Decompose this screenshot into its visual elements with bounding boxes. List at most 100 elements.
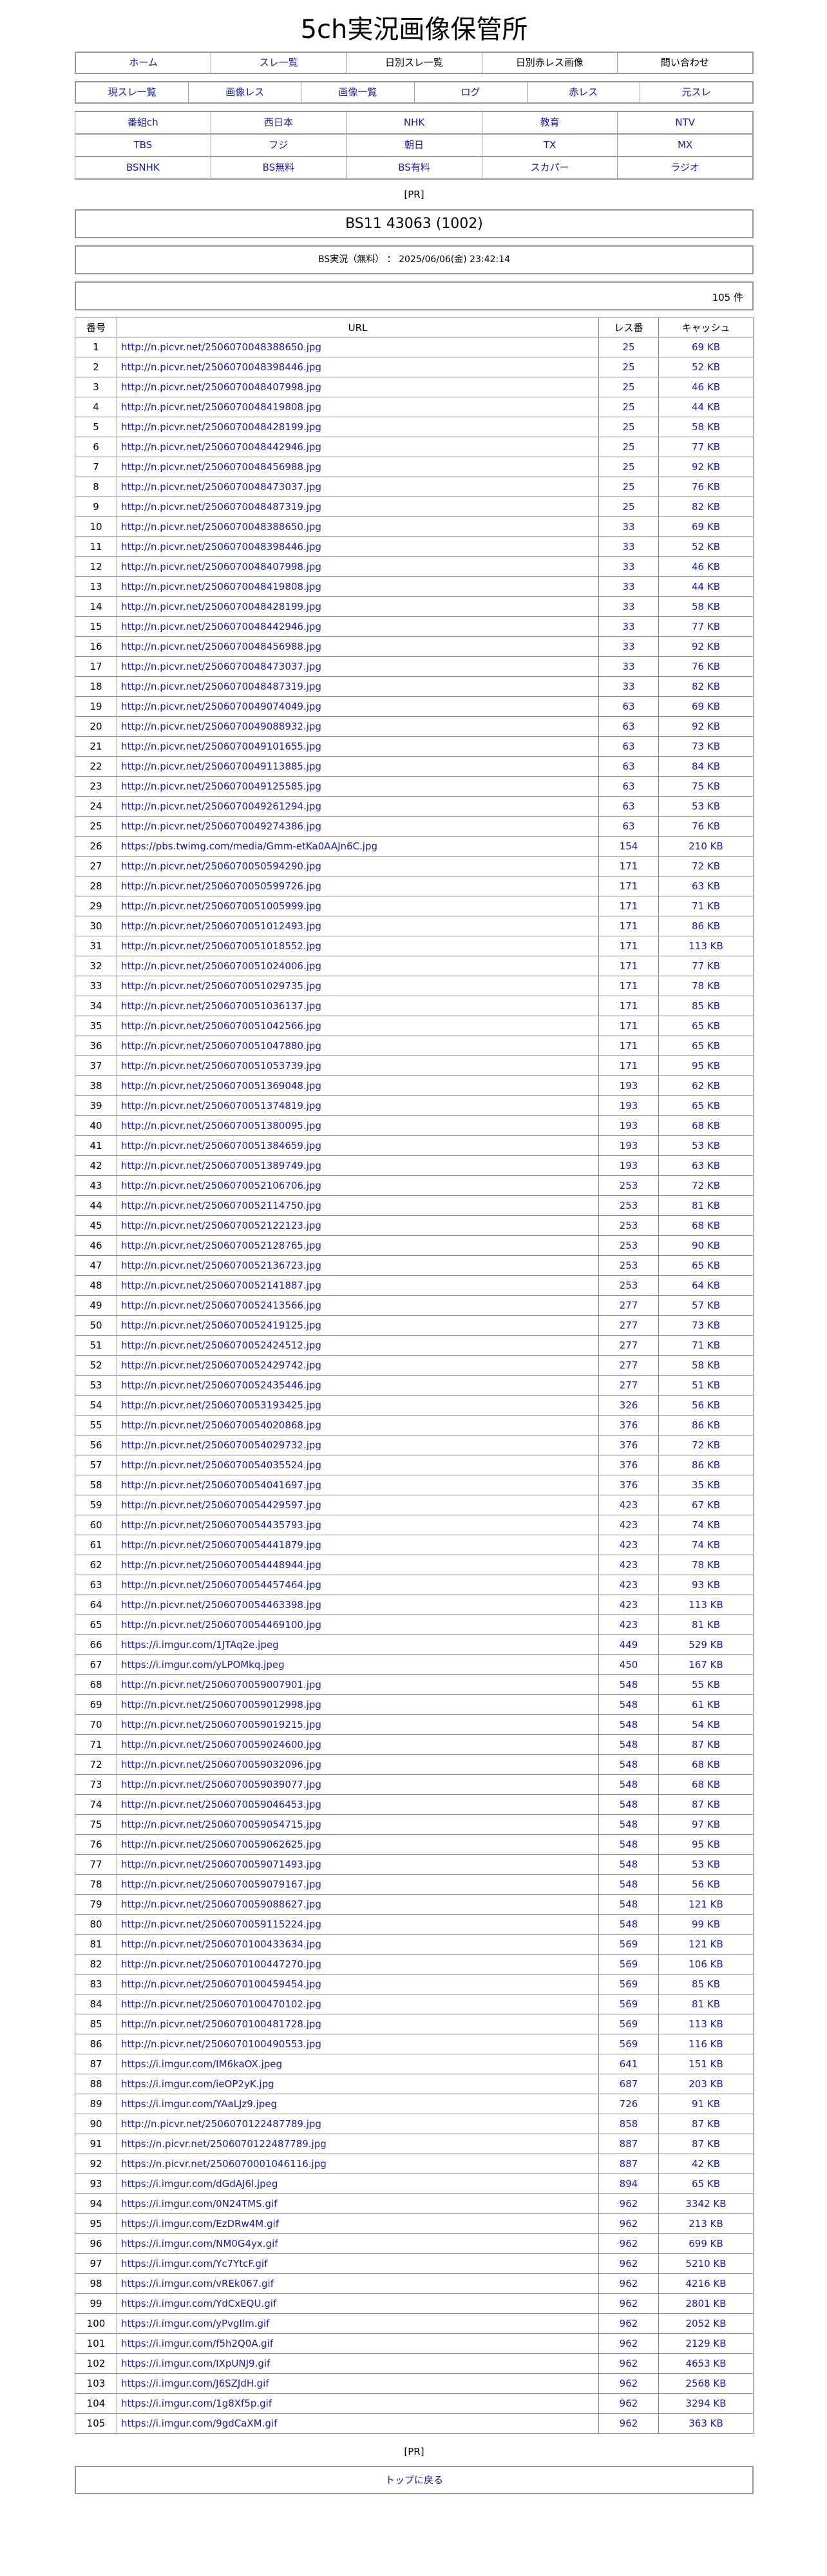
image-url-link[interactable]: http://n.picvr.net/2506070054463398.jpg <box>121 1599 321 1611</box>
res-number-link[interactable]: 25 <box>622 441 635 453</box>
image-url-link[interactable]: https://i.imgur.com/Yc7YtcF.gif <box>121 2258 268 2269</box>
cache-link[interactable]: 69 KB <box>692 521 720 533</box>
image-url-link[interactable]: https://i.imgur.com/YdCxEQU.gif <box>121 2298 277 2309</box>
cache-link[interactable]: 3342 KB <box>685 2198 727 2210</box>
image-url-link[interactable]: http://n.picvr.net/2506070048442946.jpg <box>121 441 321 453</box>
channel-link[interactable]: BSNHK <box>126 162 160 173</box>
res-number-link[interactable]: 376 <box>619 1419 638 1431</box>
res-number-link[interactable]: 569 <box>619 1998 638 2010</box>
channel-link[interactable]: TX <box>543 139 556 151</box>
res-number-link[interactable]: 450 <box>619 1659 638 1671</box>
cache-link[interactable]: 57 KB <box>692 1300 720 1311</box>
res-number-link[interactable]: 25 <box>622 421 635 433</box>
res-number-link[interactable]: 887 <box>619 2138 638 2150</box>
cache-link[interactable]: 2052 KB <box>685 2318 727 2329</box>
cache-link[interactable]: 65 KB <box>692 1040 720 1052</box>
cache-link[interactable]: 77 KB <box>692 960 720 972</box>
res-number-link[interactable]: 171 <box>619 1040 638 1052</box>
cache-link[interactable]: 62 KB <box>692 1080 720 1092</box>
res-number-link[interactable]: 569 <box>619 2018 638 2030</box>
cache-link[interactable]: 53 KB <box>692 1859 720 1870</box>
res-number-link[interactable]: 171 <box>619 940 638 952</box>
res-number-link[interactable]: 548 <box>619 1899 638 1910</box>
thread-nav-item[interactable]: 赤レス <box>569 86 598 98</box>
image-url-link[interactable]: http://n.picvr.net/2506070048487319.jpg <box>121 681 321 692</box>
res-number-link[interactable]: 193 <box>619 1080 638 1092</box>
channel-link[interactable]: 番組ch <box>127 117 158 128</box>
cache-link[interactable]: 63 KB <box>692 1160 720 1171</box>
main-nav-item[interactable]: 問い合わせ <box>660 57 709 68</box>
cache-link[interactable]: 90 KB <box>692 1240 720 1251</box>
res-number-link[interactable]: 858 <box>619 2118 638 2130</box>
cache-link[interactable]: 113 KB <box>689 1599 723 1611</box>
image-url-link[interactable]: http://n.picvr.net/2506070054435793.jpg <box>121 1519 321 1531</box>
image-url-link[interactable]: https://i.imgur.com/ieOP2yK.jpg <box>121 2078 274 2090</box>
thread-nav-item[interactable]: 画像一覧 <box>338 86 377 98</box>
cache-link[interactable]: 44 KB <box>692 581 720 592</box>
res-number-link[interactable]: 962 <box>619 2398 638 2409</box>
res-number-link[interactable]: 423 <box>619 1619 638 1631</box>
cache-link[interactable]: 52 KB <box>692 541 720 553</box>
cache-link[interactable]: 65 KB <box>692 1020 720 1032</box>
res-number-link[interactable]: 253 <box>619 1240 638 1251</box>
image-url-link[interactable]: http://n.picvr.net/2506070050599726.jpg <box>121 880 321 892</box>
cache-link[interactable]: 82 KB <box>692 501 720 513</box>
image-url-link[interactable]: http://n.picvr.net/2506070051012493.jpg <box>121 920 321 932</box>
image-url-link[interactable]: http://n.picvr.net/2506070054429597.jpg <box>121 1499 321 1511</box>
res-number-link[interactable]: 63 <box>622 820 635 832</box>
res-number-link[interactable]: 63 <box>622 701 635 712</box>
image-url-link[interactable]: http://n.picvr.net/2506070048456988.jpg <box>121 641 321 652</box>
image-url-link[interactable]: http://n.picvr.net/2506070051024006.jpg <box>121 960 321 972</box>
res-number-link[interactable]: 962 <box>619 2378 638 2389</box>
res-number-link[interactable]: 376 <box>619 1459 638 1471</box>
res-number-link[interactable]: 962 <box>619 2278 638 2289</box>
cache-link[interactable]: 3294 KB <box>685 2398 727 2409</box>
image-url-link[interactable]: http://n.picvr.net/2506070059054715.jpg <box>121 1819 321 1830</box>
res-number-link[interactable]: 548 <box>619 1819 638 1830</box>
image-url-link[interactable]: http://n.picvr.net/2506070059012998.jpg <box>121 1699 321 1710</box>
cache-link[interactable]: 2568 KB <box>685 2378 727 2389</box>
cache-link[interactable]: 167 KB <box>689 1659 723 1671</box>
cache-link[interactable]: 92 KB <box>692 461 720 473</box>
res-number-link[interactable]: 33 <box>622 541 635 553</box>
cache-link[interactable]: 210 KB <box>689 840 723 852</box>
res-number-link[interactable]: 25 <box>622 361 635 373</box>
res-number-link[interactable]: 962 <box>619 2318 638 2329</box>
cache-link[interactable]: 113 KB <box>689 940 723 952</box>
res-number-link[interactable]: 894 <box>619 2178 638 2190</box>
cache-link[interactable]: 51 KB <box>692 1379 720 1391</box>
cache-link[interactable]: 5210 KB <box>685 2258 727 2269</box>
image-url-link[interactable]: http://n.picvr.net/2506070100481728.jpg <box>121 2018 321 2030</box>
res-number-link[interactable]: 63 <box>622 781 635 792</box>
res-number-link[interactable]: 171 <box>619 880 638 892</box>
image-url-link[interactable]: http://n.picvr.net/2506070050594290.jpg <box>121 860 321 872</box>
res-number-link[interactable]: 154 <box>619 840 638 852</box>
image-url-link[interactable]: http://n.picvr.net/2506070051005999.jpg <box>121 900 321 912</box>
res-number-link[interactable]: 253 <box>619 1280 638 1291</box>
res-number-link[interactable]: 277 <box>619 1359 638 1371</box>
main-nav-item[interactable]: スレ一覧 <box>259 57 298 68</box>
image-url-link[interactable]: http://n.picvr.net/2506070054469100.jpg <box>121 1619 321 1631</box>
res-number-link[interactable]: 641 <box>619 2058 638 2070</box>
image-url-link[interactable]: http://n.picvr.net/2506070048428199.jpg <box>121 421 321 433</box>
cache-link[interactable]: 86 KB <box>692 1459 720 1471</box>
res-number-link[interactable]: 962 <box>619 2238 638 2249</box>
image-url-link[interactable]: http://n.picvr.net/2506070052114750.jpg <box>121 1200 321 1211</box>
main-nav-item[interactable]: 日別スレ一覧 <box>385 57 444 68</box>
res-number-link[interactable]: 25 <box>622 481 635 493</box>
cache-link[interactable]: 77 KB <box>692 621 720 632</box>
image-url-link[interactable]: http://n.picvr.net/2506070048407998.jpg <box>121 381 321 393</box>
image-url-link[interactable]: http://n.picvr.net/2506070052419125.jpg <box>121 1320 321 1331</box>
cache-link[interactable]: 81 KB <box>692 1998 720 2010</box>
image-url-link[interactable]: http://n.picvr.net/2506070048388650.jpg <box>121 521 321 533</box>
channel-link[interactable]: BS無料 <box>262 162 295 173</box>
res-number-link[interactable]: 548 <box>619 1799 638 1810</box>
cache-link[interactable]: 78 KB <box>692 1559 720 1571</box>
cache-link[interactable]: 92 KB <box>692 641 720 652</box>
res-number-link[interactable]: 33 <box>622 641 635 652</box>
res-number-link[interactable]: 171 <box>619 920 638 932</box>
channel-link[interactable]: スカパー <box>530 162 569 173</box>
image-url-link[interactable]: http://n.picvr.net/2506070048428199.jpg <box>121 601 321 612</box>
res-number-link[interactable]: 253 <box>619 1200 638 1211</box>
image-url-link[interactable]: http://n.picvr.net/2506070051036137.jpg <box>121 1000 321 1012</box>
